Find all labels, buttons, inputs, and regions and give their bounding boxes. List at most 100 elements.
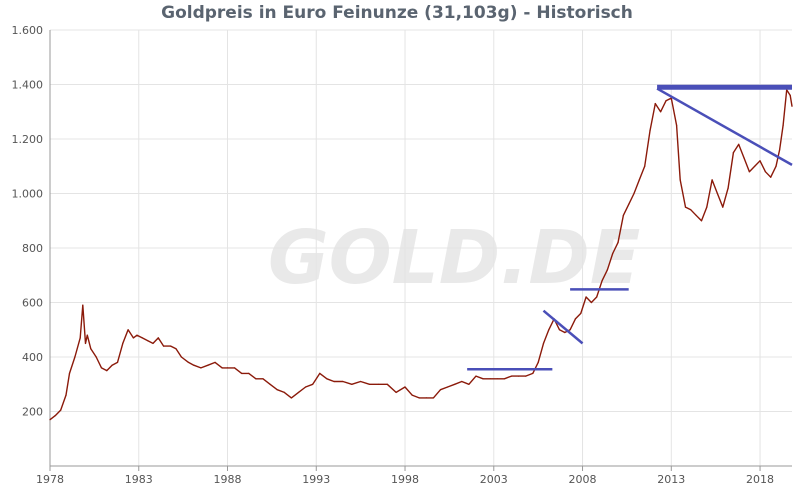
- y-tick-label: 1.400: [12, 79, 44, 92]
- data-point: [574, 318, 577, 320]
- data-point: [82, 304, 84, 306]
- data-point: [510, 375, 513, 377]
- data-point: [468, 383, 470, 385]
- data-point: [748, 171, 751, 173]
- data-point: [775, 165, 777, 167]
- data-point: [660, 111, 662, 113]
- data-point: [106, 370, 108, 372]
- data-point: [596, 296, 598, 298]
- data-point: [548, 329, 550, 331]
- grid: [49, 29, 792, 466]
- data-point: [537, 361, 539, 363]
- data-point: [700, 220, 703, 222]
- data-point: [60, 409, 62, 411]
- data-point: [79, 337, 81, 339]
- data-point: [454, 383, 456, 385]
- data-point: [525, 375, 527, 377]
- data-point: [612, 252, 614, 255]
- data-point: [754, 165, 756, 167]
- data-point: [684, 206, 687, 208]
- data-point: [207, 364, 209, 366]
- data-point: [722, 206, 724, 208]
- data-point: [111, 364, 113, 366]
- data-point: [147, 340, 149, 342]
- data-point: [461, 380, 463, 383]
- data-point: [49, 419, 51, 421]
- data-point: [706, 206, 708, 208]
- data-point: [638, 179, 640, 181]
- data-point: [84, 342, 87, 344]
- data-point: [764, 171, 767, 173]
- data-point: [649, 130, 651, 132]
- data-point: [447, 386, 449, 388]
- data-point: [283, 391, 285, 393]
- x-tick-label: 2003: [480, 473, 508, 485]
- data-point: [377, 383, 379, 385]
- x-tick-label: 1988: [214, 473, 242, 485]
- data-point: [116, 361, 119, 363]
- data-point: [234, 367, 236, 369]
- data-point: [187, 361, 190, 363]
- trendlines: [467, 84, 793, 371]
- y-tick-label: 200: [22, 406, 43, 419]
- data-point: [791, 105, 793, 107]
- data-point: [789, 94, 791, 96]
- data-point: [122, 342, 124, 344]
- data-point: [606, 269, 609, 271]
- data-point: [68, 372, 71, 374]
- data-point: [564, 331, 566, 334]
- data-point: [262, 378, 264, 380]
- data-point: [496, 378, 498, 380]
- chart-title: Goldpreis in Euro Feinunze (31,103g) - H…: [161, 3, 633, 23]
- data-point: [425, 397, 427, 399]
- data-point: [770, 176, 772, 178]
- data-point: [157, 337, 159, 339]
- data-point: [679, 179, 681, 181]
- y-tick-label: 400: [22, 351, 43, 364]
- y-tick-label: 1.000: [12, 188, 44, 201]
- data-point: [269, 383, 271, 385]
- data-point: [439, 389, 442, 391]
- data-point: [395, 391, 397, 393]
- data-point: [360, 380, 362, 383]
- data-point: [54, 415, 56, 417]
- data-point: [193, 364, 195, 366]
- data-point: [622, 214, 625, 216]
- data-point: [386, 383, 388, 385]
- data-point: [782, 124, 784, 126]
- axes: 200 400 600 800 1.000 1.200 1.400 1.600 1978 1983…: [12, 24, 792, 486]
- data-point: [654, 103, 656, 105]
- data-point: [676, 124, 678, 126]
- data-point: [475, 375, 477, 377]
- data-point: [175, 348, 177, 350]
- data-point: [290, 397, 292, 399]
- x-tick-label: 1998: [391, 473, 419, 485]
- data-point: [580, 312, 582, 314]
- data-point: [326, 378, 328, 380]
- data-point: [305, 386, 307, 388]
- data-point: [180, 356, 182, 358]
- data-point: [248, 372, 250, 374]
- data-point: [90, 348, 92, 350]
- y-tick-label: 800: [22, 242, 43, 255]
- data-point: [716, 192, 719, 195]
- data-point: [569, 329, 571, 331]
- data-point: [695, 214, 697, 216]
- data-point: [738, 143, 740, 145]
- data-point: [418, 397, 420, 399]
- data-point: [727, 187, 729, 189]
- data-point: [732, 152, 735, 154]
- data-point: [255, 378, 257, 380]
- data-point: [276, 389, 278, 391]
- y-tick-label: 1.600: [12, 24, 44, 37]
- data-point: [542, 342, 545, 344]
- data-point: [601, 280, 603, 282]
- data-point: [518, 375, 520, 377]
- data-point: [743, 157, 745, 159]
- data-point: [585, 296, 587, 298]
- data-point: [779, 149, 781, 151]
- data-point: [65, 394, 67, 396]
- x-tick-label: 1993: [302, 473, 330, 485]
- data-point: [404, 386, 406, 388]
